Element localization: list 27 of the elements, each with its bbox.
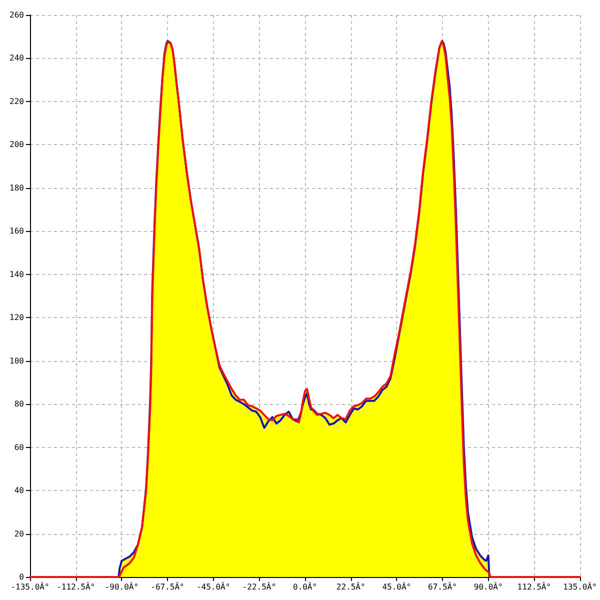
y-tick-label: 120 [10, 313, 24, 322]
y-tick-label: 60 [14, 442, 24, 452]
y-tick-label: 40 [14, 486, 24, 496]
y-tick-label: 180 [10, 183, 24, 192]
x-tick-label: 135.0Â° [563, 582, 597, 592]
y-tick-label: 160 [10, 226, 24, 236]
x-tick-label: 90.0Â° [474, 582, 503, 592]
y-tick-label: 240 [10, 54, 24, 63]
y-tick-label: 200 [10, 140, 24, 150]
y-tick-label: 20 [14, 529, 24, 538]
y-tick-label: 100 [10, 356, 24, 366]
y-tick-label: 220 [10, 96, 24, 106]
x-tick-label: 22.5Â° [336, 582, 366, 592]
x-tick-label: -67.5Â° [150, 582, 184, 592]
x-tick-label: -90.0Â° [104, 582, 139, 592]
y-tick-label: 140 [10, 270, 24, 279]
x-tick-label: 67.5Â° [428, 582, 457, 592]
y-tick-label: 0 [19, 572, 24, 582]
x-tick-label: -22.5Â° [242, 582, 276, 592]
x-tick-label: -45.0Â° [196, 582, 230, 592]
x-tick-label: 45.0Â° [382, 582, 412, 592]
y-tick-label: 80 [14, 400, 24, 409]
x-tick-label: 112.5Â° [517, 582, 552, 592]
x-tick-label: -135.0Â° [10, 582, 50, 592]
x-tick-label: 0.0Â° [292, 582, 318, 592]
x-tick-label: -112.5Â° [56, 582, 96, 592]
y-tick-label: 260 [10, 10, 24, 20]
